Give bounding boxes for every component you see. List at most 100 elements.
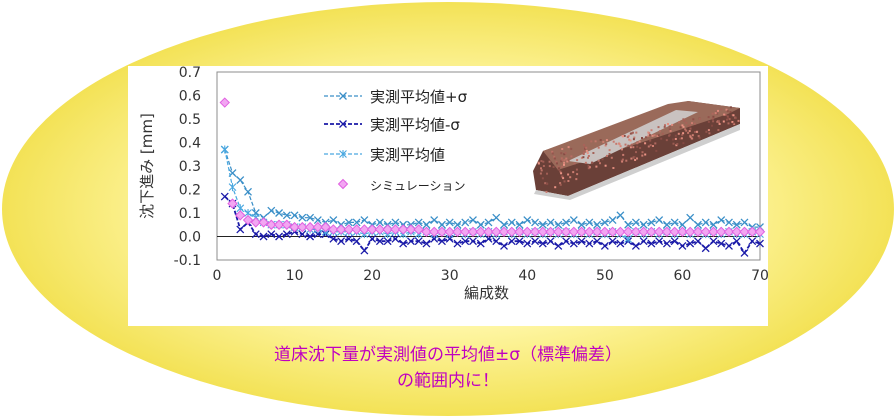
ballast-stone <box>714 112 717 115</box>
data-point <box>600 241 609 250</box>
ballast-stone <box>717 119 720 122</box>
legend-entry-3: 実測平均値 <box>324 146 445 164</box>
y-tick-label: 0.1 <box>179 206 201 222</box>
ballast-stone <box>664 124 666 127</box>
ballast-stone <box>564 152 567 155</box>
ballast-stone <box>729 106 732 109</box>
data-point <box>306 232 315 241</box>
data-point <box>531 237 540 246</box>
ballast-stone <box>584 146 587 149</box>
data-point <box>452 226 463 238</box>
ballast-stone <box>621 148 623 151</box>
ballast-stone <box>556 162 558 165</box>
data-point <box>731 226 742 238</box>
data-point <box>653 226 665 238</box>
data-point <box>500 220 508 229</box>
data-point <box>344 234 353 243</box>
ballast-stone <box>711 124 713 127</box>
ballast-stone <box>544 182 547 185</box>
data-point <box>406 237 415 246</box>
data-point <box>422 239 431 248</box>
ballast-stone <box>604 144 607 147</box>
ballast-stone <box>680 137 683 140</box>
data-point <box>608 237 617 246</box>
ballast-stone <box>707 116 710 119</box>
ballast-stone <box>731 121 734 123</box>
data-point <box>709 220 718 229</box>
data-point <box>352 218 361 227</box>
x-axis-label: 編成数 <box>464 284 509 302</box>
ballast-stone <box>630 143 633 146</box>
data-point <box>693 237 702 246</box>
data-point <box>600 218 609 227</box>
x-tick-label: 60 <box>674 268 692 284</box>
ballast-stone <box>587 164 590 167</box>
data-point <box>275 232 284 241</box>
data-point <box>382 224 393 235</box>
ballast-stone <box>712 115 715 118</box>
data-point <box>414 218 423 227</box>
data-point <box>430 216 439 225</box>
ballast-stone <box>636 145 639 148</box>
data-point <box>437 220 446 229</box>
ballast-stone <box>563 153 566 156</box>
data-point <box>677 226 688 238</box>
ballast-stone <box>558 167 560 170</box>
ballast-stone <box>658 130 661 133</box>
data-point <box>608 216 617 225</box>
ballast-stone <box>546 172 548 175</box>
data-point <box>282 230 291 239</box>
data-point <box>228 183 237 192</box>
series-line <box>224 195 761 255</box>
data-point <box>615 226 626 238</box>
data-point <box>537 226 549 238</box>
ballast-stone <box>716 112 719 115</box>
data-point <box>343 224 355 235</box>
ballast-stone <box>712 120 715 123</box>
data-point <box>359 224 370 235</box>
y-tick-label: 0.0 <box>179 230 201 246</box>
data-point <box>531 218 540 227</box>
ballast-stone <box>688 130 691 132</box>
ballast-stone <box>560 152 563 155</box>
data-point <box>320 221 331 233</box>
ballast-stone <box>559 183 562 186</box>
ballast-stone <box>726 110 729 113</box>
ballast-stone <box>587 167 590 170</box>
ballast-stone <box>682 142 685 145</box>
data-point <box>693 220 702 229</box>
ballast-stone <box>567 146 570 149</box>
ballast-stone <box>554 186 557 189</box>
ballast-stone <box>628 138 631 141</box>
data-point <box>242 214 254 226</box>
data-point <box>275 209 284 217</box>
data-point <box>469 216 477 225</box>
data-point <box>476 220 485 229</box>
data-point <box>329 234 338 243</box>
data-point <box>461 218 470 227</box>
ballast-stone <box>582 156 585 159</box>
ballast-stone <box>728 118 731 121</box>
data-point <box>569 216 578 225</box>
ballast-stone <box>570 147 573 150</box>
ballast-stone <box>552 166 555 168</box>
data-point <box>244 187 252 196</box>
ballast-stone <box>671 138 674 141</box>
ballast-stone <box>606 154 608 157</box>
data-point <box>538 220 547 229</box>
data-point <box>267 230 276 239</box>
ballast-stone <box>717 129 720 131</box>
ballast-sleeper-strip <box>568 110 698 164</box>
data-point <box>739 226 750 238</box>
ballast-stone <box>560 160 563 163</box>
ballast-stone <box>608 153 611 155</box>
ballast-stone <box>623 134 626 137</box>
data-point <box>236 225 245 234</box>
ballast-stone <box>540 169 543 172</box>
data-point <box>678 241 687 250</box>
ballast-stone <box>580 156 583 159</box>
data-point <box>258 217 269 228</box>
y-tick-label: -0.1 <box>174 253 201 269</box>
ballast-stone <box>723 113 726 116</box>
data-point <box>267 206 276 215</box>
